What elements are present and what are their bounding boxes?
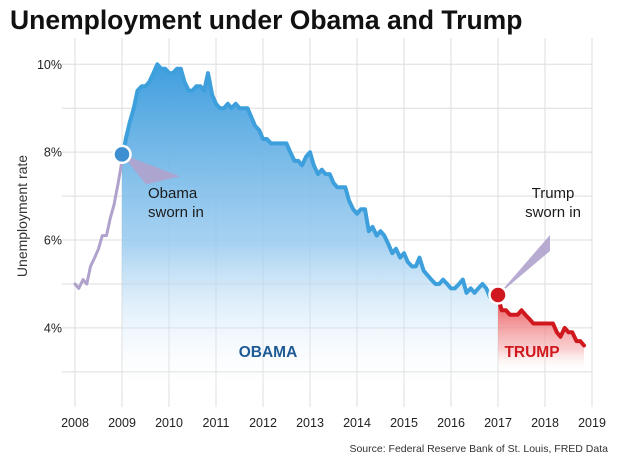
series-line-trump [496,295,586,348]
era-label-obama: OBAMA [239,344,298,361]
y-tick-label: 4% [44,321,62,335]
callouts [122,154,550,295]
y-tick-label: 6% [44,234,62,248]
callout-trump [498,234,550,295]
era-label-trump: TRUMP [504,344,559,361]
x-tick-label: 2016 [437,416,465,430]
x-tick-label: 2011 [203,416,230,430]
x-tick-label: 2019 [578,416,606,430]
inauguration-markers [112,144,508,305]
era-labels: OBAMA TRUMP [239,344,560,361]
area-fills [122,64,585,394]
trump-sworn-in-annotation: Trump sworn in [525,185,581,221]
callout-obama [122,154,180,185]
series-line-obama [120,62,500,300]
annotation-line: Trump [532,185,575,202]
x-tick-label: 2017 [484,416,512,430]
y-axis-label: Unemployment rate [14,155,30,277]
x-tick-label: 2018 [531,416,559,430]
annotation-line: Obama [148,185,198,202]
y-tick-label: 10% [37,58,62,72]
x-tick-label: 2012 [249,416,277,430]
x-tick-label: 2010 [155,416,183,430]
trump-inauguration-marker [488,285,508,305]
annotations: Obama sworn in Trump sworn in [148,185,581,221]
area-obama [122,64,498,394]
x-tick-label: 2008 [61,416,89,430]
x-tick-labels: 2008 2009 2010 2011 2012 2013 2014 2015 2016 2017… [61,416,606,430]
annotation-line: sworn in [148,204,204,221]
source-note: Source: Federal Reserve Bank of St. Loui… [349,443,608,455]
x-tick-label: 2013 [296,416,324,430]
obama-sworn-in-annotation: Obama sworn in [148,185,204,221]
series-line-pre-obama [73,159,124,290]
annotation-line: sworn in [525,204,581,221]
x-tick-label: 2014 [343,416,371,430]
series-lines [73,62,586,348]
area-trump [498,297,585,372]
y-tick-label: 8% [44,146,62,160]
y-tick-labels: 4% 6% 8% 10% [37,58,62,336]
obama-inauguration-marker [112,144,132,165]
x-tick-label: 2009 [108,416,136,430]
chart-title: Unemployment under Obama and Trump [10,5,522,35]
x-tick-label: 2015 [390,416,418,430]
